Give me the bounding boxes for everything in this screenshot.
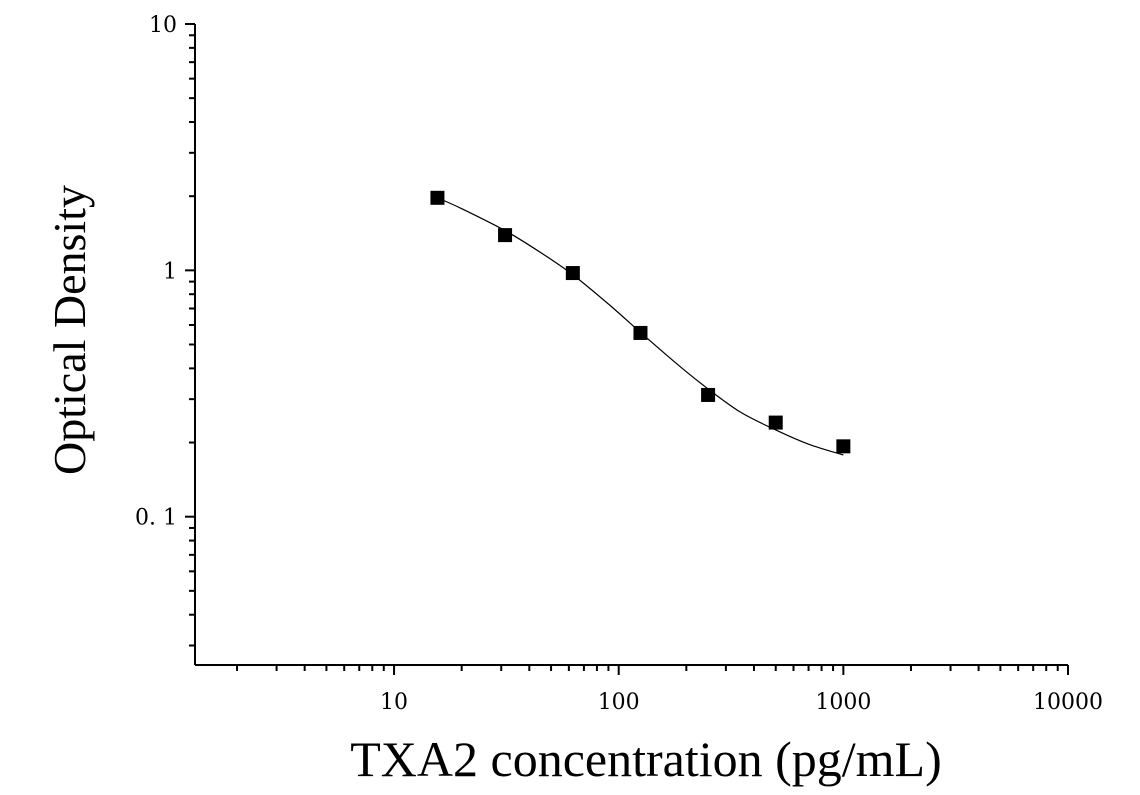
data-point bbox=[701, 387, 716, 402]
data-point bbox=[498, 228, 513, 243]
axes bbox=[194, 24, 1068, 666]
y-tick-label: 10 bbox=[149, 13, 177, 38]
data-point bbox=[633, 325, 648, 340]
data-point bbox=[430, 190, 445, 205]
data-points bbox=[430, 190, 851, 454]
y-tick-label: 1 bbox=[163, 259, 177, 284]
data-point bbox=[836, 439, 851, 454]
x-tick-label: 10 bbox=[380, 690, 408, 715]
x-axis-label: TXA2 concentration (pg/mL) bbox=[350, 731, 941, 787]
data-point bbox=[565, 266, 580, 281]
x-tick-label: 10000 bbox=[1033, 690, 1103, 715]
data-point bbox=[768, 415, 783, 430]
ticks: 10 100 1000 10000 0. 1 1 10 bbox=[135, 13, 1103, 715]
y-tick-label: 0. 1 bbox=[135, 506, 177, 531]
x-tick-label: 100 bbox=[598, 690, 640, 715]
x-tick-label: 1000 bbox=[815, 690, 871, 715]
y-axis-label: Optical Density bbox=[44, 185, 95, 475]
